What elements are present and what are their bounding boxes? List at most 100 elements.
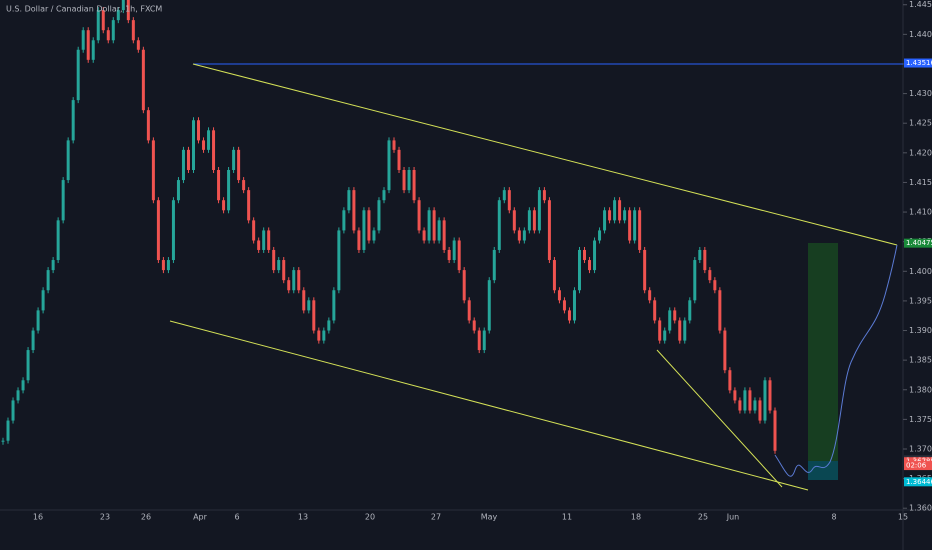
candle — [648, 290, 652, 301]
candle — [507, 190, 511, 211]
y-tick-label: 1.38500 — [909, 356, 932, 365]
candle — [372, 230, 376, 241]
candle — [71, 100, 75, 141]
y-tick-label: 1.44500 — [909, 0, 932, 9]
candle — [392, 140, 396, 150]
candle — [472, 320, 476, 331]
candle — [227, 170, 231, 211]
y-tick-label: 1.38000 — [909, 385, 932, 394]
candle — [237, 149, 241, 181]
candle — [166, 260, 170, 271]
price-label-bg — [904, 58, 932, 68]
candle — [437, 220, 441, 241]
candle — [482, 330, 486, 351]
candle — [733, 390, 737, 401]
candle — [407, 170, 411, 191]
candle — [698, 249, 702, 261]
candle — [688, 300, 692, 321]
candle — [382, 190, 386, 201]
x-tick-label: 15 — [898, 513, 908, 522]
x-tick-label: 18 — [631, 513, 641, 522]
candle — [222, 200, 226, 211]
candle — [417, 200, 421, 231]
candle — [477, 330, 481, 351]
candle — [126, 0, 130, 21]
x-tick-label: 6 — [234, 513, 239, 522]
y-tick-label: 1.42000 — [909, 148, 932, 157]
candle — [432, 210, 436, 241]
candle — [212, 130, 216, 170]
candle — [1, 440, 5, 442]
candle — [56, 220, 60, 261]
candle — [532, 210, 536, 231]
candle — [397, 149, 401, 170]
candle — [668, 310, 672, 331]
candle — [773, 410, 777, 451]
candle — [352, 190, 356, 231]
candle — [663, 330, 667, 341]
candle — [262, 230, 266, 250]
candle — [758, 400, 762, 421]
candle — [457, 240, 461, 271]
candle — [41, 290, 45, 311]
candle — [643, 249, 647, 291]
candle — [86, 30, 90, 60]
candle — [11, 400, 15, 421]
channel-bottom — [169, 320, 809, 491]
candle — [537, 190, 541, 231]
candle — [186, 149, 190, 170]
candle — [603, 210, 607, 231]
candle — [708, 270, 712, 281]
candle — [497, 200, 501, 250]
candle — [232, 149, 236, 170]
candle — [151, 140, 155, 201]
candle — [517, 230, 521, 241]
price-label: 1.40475 — [906, 239, 932, 247]
candle — [653, 300, 657, 321]
candle — [332, 290, 336, 321]
candle — [753, 400, 757, 411]
candle — [527, 210, 531, 231]
candle — [131, 20, 135, 41]
candle — [542, 190, 546, 201]
candle — [577, 249, 581, 291]
candle — [96, 10, 100, 41]
candle — [181, 149, 185, 181]
candle — [81, 30, 85, 50]
candle — [547, 200, 551, 261]
candle — [763, 380, 767, 421]
candle — [342, 210, 346, 231]
candle — [31, 330, 35, 351]
candle — [427, 210, 431, 241]
candle — [6, 420, 10, 441]
candle — [202, 140, 206, 150]
candle — [693, 260, 697, 301]
candle — [502, 190, 506, 201]
candle — [272, 249, 276, 271]
wedge-line — [656, 349, 783, 488]
candle — [312, 300, 316, 331]
stop-zone — [808, 461, 838, 480]
candle — [402, 170, 406, 191]
candle — [683, 320, 687, 341]
candle — [628, 210, 632, 241]
candle — [447, 249, 451, 261]
candle — [302, 290, 306, 311]
price-label: 1.36446 — [906, 478, 932, 486]
candle — [678, 320, 682, 341]
candle — [156, 200, 160, 261]
y-tick-label: 1.40000 — [909, 267, 932, 276]
candle — [277, 260, 281, 271]
x-tick-label: Jun — [726, 513, 740, 522]
candle — [512, 210, 516, 231]
candle — [633, 210, 637, 241]
candle — [748, 390, 752, 411]
candle — [327, 320, 331, 331]
price-label-bg — [904, 477, 932, 487]
candle — [723, 330, 727, 371]
candle — [768, 380, 772, 411]
candle — [66, 140, 70, 181]
candle — [136, 40, 140, 50]
x-tick-label: Apr — [193, 513, 208, 522]
